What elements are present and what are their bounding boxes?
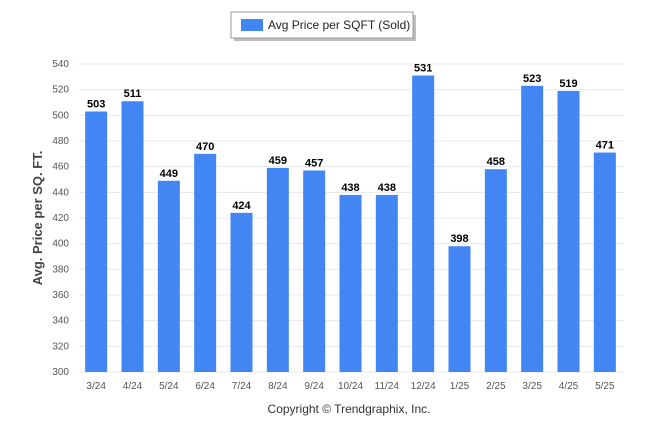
bar[interactable] (157, 180, 180, 372)
legend-label: Avg Price per SQFT (Sold) (268, 18, 410, 32)
x-tick-label: 9/24 (304, 381, 324, 392)
bar[interactable] (484, 169, 507, 372)
x-tick-label: 10/24 (338, 381, 363, 392)
y-tick-label: 500 (52, 110, 69, 121)
y-tick-label: 420 (52, 213, 69, 224)
y-tick-label: 480 (52, 136, 69, 147)
bar[interactable] (339, 194, 362, 372)
data-label: 458 (487, 156, 505, 168)
y-tick-label: 360 (52, 290, 69, 301)
bar[interactable] (557, 90, 580, 372)
y-tick-label: 380 (52, 264, 69, 275)
y-tick-label: 460 (52, 162, 69, 173)
bar[interactable] (85, 111, 108, 372)
bar[interactable] (412, 75, 435, 373)
x-tick-label: 12/24 (411, 381, 436, 392)
x-tick-label: 11/24 (375, 381, 400, 392)
data-label: 438 (378, 182, 396, 194)
x-tick-label: 8/24 (268, 381, 288, 392)
x-axis-ticks: 3/24 4/24 5/24 6/24 7/24 8/24 9/24 10/24 11/24 12… (86, 381, 615, 392)
y-tick-label: 440 (52, 187, 69, 198)
y-tick-label: 540 (52, 59, 69, 70)
bar[interactable] (593, 152, 616, 372)
y-tick-label: 340 (52, 316, 69, 327)
y-tick-label: 520 (52, 85, 69, 96)
x-tick-label: 1/25 (450, 381, 470, 392)
legend[interactable]: Avg Price per SQFT (Sold) (230, 11, 416, 41)
x-tick-label: 7/24 (232, 381, 252, 392)
bar[interactable] (230, 212, 253, 372)
data-label: 519 (559, 78, 577, 90)
x-tick-label: 6/24 (195, 381, 215, 392)
y-tick-label: 320 (52, 341, 69, 352)
bar[interactable] (121, 101, 144, 372)
data-label: 398 (450, 233, 468, 245)
data-label: 511 (124, 88, 142, 100)
x-tick-label: 3/25 (522, 381, 542, 392)
data-label: 438 (341, 182, 359, 194)
data-label: 471 (596, 140, 614, 152)
bar[interactable] (194, 153, 217, 372)
x-tick-label: 5/24 (159, 381, 179, 392)
legend-box (230, 11, 414, 39)
copyright-footer: Copyright © Trendgraphix, Inc. (268, 402, 431, 416)
data-label: 424 (232, 200, 251, 212)
data-labels: 503 511 449 470 424 459 457 438 438 531 398 458 523 5… (87, 63, 614, 246)
bars (85, 75, 616, 373)
bar[interactable] (448, 246, 471, 372)
bar[interactable] (375, 194, 398, 372)
bar[interactable] (521, 85, 544, 373)
data-label: 449 (160, 168, 178, 180)
x-tick-label: 3/24 (86, 381, 106, 392)
y-axis-label: Avg. Price per SQ. FT. (30, 151, 45, 286)
data-label: 457 (305, 158, 323, 170)
data-label: 470 (196, 141, 214, 153)
x-tick-label: 5/25 (595, 381, 615, 392)
x-tick-label: 4/25 (559, 381, 579, 392)
y-axis-ticks: 300 320 340 360 380 400 420 440 460 480 500 520 540 (52, 59, 69, 378)
data-label: 523 (523, 73, 541, 85)
legend-swatch (241, 19, 263, 31)
bar[interactable] (266, 167, 289, 372)
bar[interactable] (303, 170, 326, 372)
data-label: 531 (414, 63, 432, 75)
data-label: 459 (269, 155, 287, 167)
x-tick-label: 4/24 (123, 381, 143, 392)
x-tick-label: 2/25 (486, 381, 506, 392)
y-tick-label: 400 (52, 239, 69, 250)
y-tick-label: 300 (52, 367, 69, 378)
data-label: 503 (87, 98, 105, 110)
